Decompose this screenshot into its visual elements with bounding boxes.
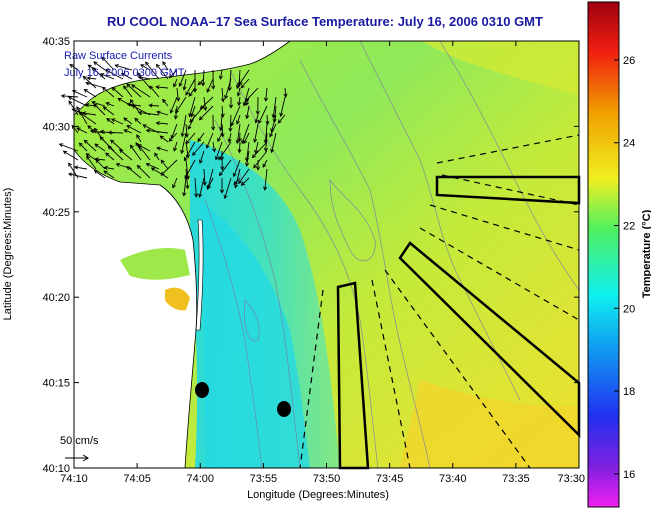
land-long-island [74,41,290,115]
x-tick-label: 73:55 [250,473,278,485]
colorbar [587,1,620,508]
warm-water-northeast [420,41,579,95]
colorbar-tick-label: 26 [623,55,635,67]
y-tick-label: 40:35 [42,36,70,48]
x-tick-label: 74:00 [186,473,214,485]
legend-line-1: Raw Surface Currents [64,50,173,62]
colorbar-tick-label: 24 [623,138,635,150]
scale-arrow [65,454,89,462]
map-panel [74,41,579,468]
y-tick-label: 40:15 [42,378,70,390]
colorbar-ticks: 16 18 20 22 24 26 [614,55,635,481]
station-marker-1 [195,382,209,398]
warm-water-southeast [400,380,579,468]
figure-title: RU COOL NOAA–17 Sea Surface Temperature:… [107,14,543,29]
x-tick-label: 73:50 [313,473,341,485]
bathymetry-contours [204,41,579,468]
x-tick-label: 73:35 [502,473,530,485]
surface-current-vectors [58,56,288,200]
x-tick-label: 73:45 [376,473,404,485]
y-tick-label: 40:25 [42,207,70,219]
x-tick-label: 73:40 [439,473,467,485]
x-axis-ticks: 74:10 74:05 74:00 73:55 73:50 73:45 73:40 73:35… [60,41,585,485]
legend-line-2: July 16, 2006 0300 GMT [64,67,185,79]
colorbar-tick-label: 16 [623,469,635,481]
sandy-hook-spit [195,219,204,331]
x-tick-label: 73:30 [557,473,585,485]
scale-label: 50 cm/s [60,435,99,447]
x-tick-label: 74:10 [60,473,88,485]
y-tick-label: 40:30 [42,121,70,133]
colorbar-label: Temperature (°C) [641,209,651,298]
colorbar-tick-label: 22 [623,221,635,233]
bay-warm-spot [165,287,190,311]
raritan-bay-water [120,248,190,280]
y-axis-label: Latitude (Degrees:Minutes) [2,188,14,321]
y-axis-ticks: 40:10 40:15 40:20 40:25 40:30 40:35 [42,36,579,475]
y-tick-label: 40:10 [42,463,70,475]
colorbar-tick-label: 20 [623,303,635,315]
coastline-west [74,149,198,468]
colorbar-tick-label: 18 [623,386,635,398]
dashed-transects [299,134,580,469]
x-tick-label: 74:05 [123,473,151,485]
y-tick-label: 40:20 [42,292,70,304]
station-marker-2 [277,401,291,417]
x-axis-label: Longitude (Degrees:Minutes) [247,489,389,501]
